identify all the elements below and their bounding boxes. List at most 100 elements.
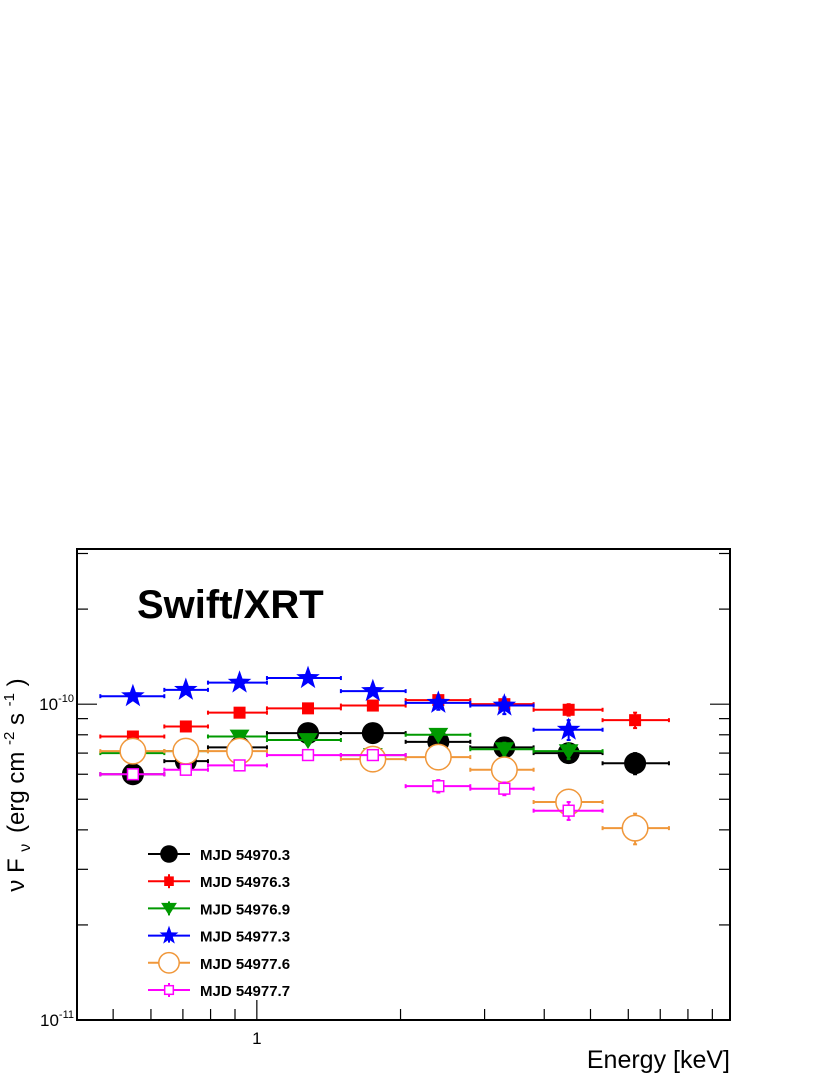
- data-marker: [229, 729, 250, 746]
- data-marker: [302, 702, 315, 715]
- data-marker: [494, 742, 515, 759]
- data-marker: [562, 804, 575, 817]
- legend-marker: [158, 951, 180, 974]
- y-label-unit-prefix: (erg cm: [3, 752, 30, 833]
- data-marker: [172, 737, 200, 765]
- data-point: [601, 752, 670, 776]
- legend-marker: [160, 845, 178, 863]
- data-marker: [562, 703, 575, 716]
- y-tick-label: 10-10: [39, 693, 74, 714]
- data-marker: [428, 727, 449, 744]
- data-marker: [424, 743, 452, 771]
- data-marker: [121, 683, 145, 707]
- data-marker: [361, 722, 384, 745]
- y-tick-label: 10-11: [40, 1009, 74, 1030]
- data-point: [265, 702, 342, 715]
- data-marker: [227, 670, 252, 693]
- data-point: [532, 703, 604, 717]
- legend-label: MJD 54976.9: [200, 901, 290, 918]
- data-point: [469, 781, 535, 797]
- data-marker: [233, 759, 246, 772]
- y-label-exp1: -2: [1, 732, 18, 745]
- data-point: [339, 748, 407, 762]
- data-point: [339, 722, 407, 745]
- data-marker: [498, 782, 511, 795]
- data-point: [532, 717, 604, 742]
- data-point: [404, 779, 472, 794]
- y-label-exp2: -1: [1, 693, 18, 706]
- data-point: [163, 737, 209, 765]
- data-point: [265, 733, 342, 749]
- legend-marker: [163, 984, 175, 996]
- data-marker: [426, 690, 451, 713]
- x-tick-label: 1: [252, 1029, 261, 1048]
- data-point: [206, 670, 268, 693]
- series-6: [99, 748, 604, 821]
- legend-marker: [159, 925, 179, 944]
- x-axis-label: Energy [keV]: [587, 1046, 730, 1074]
- data-point: [99, 768, 166, 781]
- data-point: [601, 812, 670, 846]
- data-point: [206, 737, 268, 765]
- legend-marker: [164, 876, 174, 886]
- data-point: [404, 727, 472, 744]
- data-marker: [119, 737, 147, 765]
- data-marker: [298, 733, 318, 749]
- data-point: [601, 711, 670, 730]
- legend-entry: MJD 54977.6: [148, 951, 290, 974]
- data-point: [404, 743, 472, 771]
- plot-frame: [76, 548, 731, 1021]
- data-marker: [366, 699, 379, 712]
- data-point: [163, 763, 209, 776]
- data-marker: [126, 768, 140, 781]
- data-point: [469, 756, 535, 784]
- series-2: [99, 694, 670, 743]
- data-point: [163, 677, 209, 700]
- data-point: [265, 748, 342, 762]
- legend-label: MJD 54977.3: [200, 929, 290, 946]
- y-label-mid: s: [3, 713, 30, 725]
- data-marker: [624, 752, 647, 775]
- y-label-close: ): [3, 678, 30, 686]
- legend-entry: MJD 54977.7: [148, 983, 290, 1000]
- data-marker: [301, 748, 315, 762]
- legend-label: MJD 54977.7: [200, 983, 290, 1000]
- legend-label: MJD 54970.3: [200, 847, 290, 864]
- data-point: [206, 759, 268, 772]
- data-marker: [179, 763, 192, 776]
- legend-entry: MJD 54970.3: [148, 845, 290, 864]
- axis-ticks: 1 10-10 10-11: [39, 552, 730, 1048]
- legend-label: MJD 54976.3: [200, 874, 290, 891]
- legend: MJD 54970.3 MJD 54976.3 MJD 54976.9 MJD 549…: [148, 845, 290, 1000]
- y-label-sub: ν: [17, 844, 34, 852]
- data-point: [163, 720, 209, 733]
- svg-text:ν F ν (erg cm: ν F ν (erg cm -2 s -1 ): [0, 678, 36, 891]
- data-marker: [492, 693, 517, 716]
- data-marker: [174, 677, 198, 700]
- data-point: [469, 741, 535, 759]
- data-series: [99, 665, 670, 846]
- data-marker: [366, 748, 380, 762]
- legend-entry: MJD 54976.9: [148, 901, 290, 918]
- data-marker: [361, 678, 385, 702]
- data-point: [339, 678, 407, 702]
- data-point: [469, 693, 535, 716]
- instrument-annotation: Swift/XRT: [137, 583, 324, 627]
- data-point: [206, 706, 268, 719]
- data-marker: [432, 780, 445, 793]
- y-label-main: ν F: [3, 858, 30, 891]
- data-marker: [296, 665, 320, 689]
- data-point: [404, 690, 472, 713]
- data-point: [339, 699, 407, 712]
- data-point: [99, 737, 166, 765]
- data-point: [532, 801, 604, 821]
- series-4: [99, 665, 604, 742]
- data-point: [265, 665, 342, 689]
- data-marker: [621, 814, 649, 842]
- data-marker: [179, 720, 192, 733]
- legend-entry: MJD 54977.3: [148, 925, 290, 946]
- data-marker: [629, 714, 642, 727]
- y-axis-label: ν F ν (erg cm -2 s -1 ): [0, 678, 36, 891]
- data-point: [99, 683, 166, 707]
